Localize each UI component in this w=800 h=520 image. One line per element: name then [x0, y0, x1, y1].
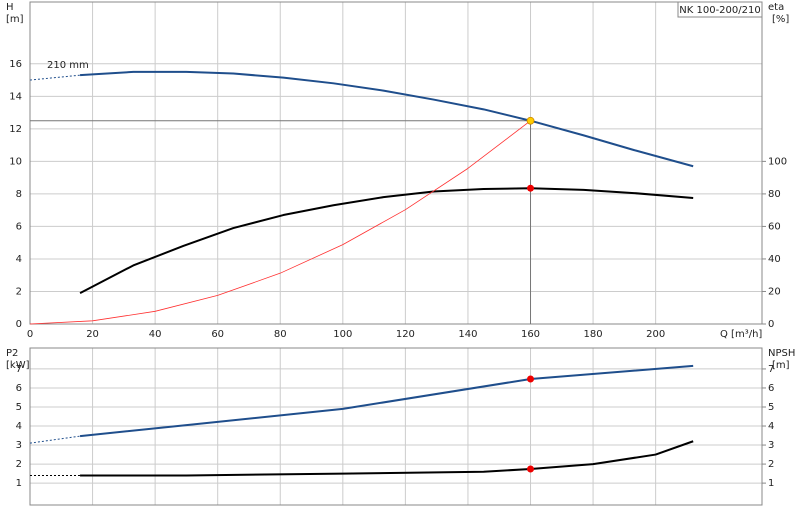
y2-tick-label: 100	[768, 156, 787, 167]
y-tick-label: 14	[9, 91, 22, 102]
y-tick-label: 6	[16, 383, 22, 394]
plot-border	[29, 347, 763, 506]
y2-axis-label: NPSH	[768, 348, 795, 359]
operating-point	[526, 116, 535, 125]
plot-frame	[29, 1, 763, 325]
series-line	[29, 74, 81, 81]
operating-point	[527, 375, 535, 383]
x-tick-label: 180	[584, 329, 603, 340]
x-axis-label: Q [m³/h]	[720, 329, 762, 340]
x-tick-label: 100	[333, 329, 352, 340]
y2-tick-label: 6	[768, 383, 774, 394]
y-axis-label: H	[6, 2, 14, 13]
y-tick-label: 7	[16, 364, 22, 375]
y-tick-label: 16	[9, 59, 22, 70]
y-tick-label: 2	[16, 286, 22, 297]
x-tick-label: 200	[646, 329, 665, 340]
y2-tick-label: 4	[768, 421, 774, 432]
y2-axis-unit: [%]	[772, 14, 789, 25]
y-tick-label: 4	[16, 421, 22, 432]
y-tick-label: 5	[16, 402, 22, 413]
y-tick-label: 0	[16, 319, 22, 330]
x-tick-label: 60	[211, 329, 224, 340]
x-tick-label: 160	[521, 329, 540, 340]
y-tick-label: 1	[16, 478, 22, 489]
y2-tick-label: 60	[768, 221, 781, 232]
series-line	[29, 435, 81, 444]
y2-tick-label: 7	[768, 364, 774, 375]
y2-tick-label: 40	[768, 254, 781, 265]
series-line	[79, 187, 694, 294]
x-tick-label: 0	[27, 329, 33, 340]
x-tick-label: 120	[396, 329, 415, 340]
series-line	[79, 364, 694, 438]
y-tick-label: 2	[16, 459, 22, 470]
y-axis-unit: [m]	[6, 14, 24, 25]
y2-tick-label: 2	[768, 459, 774, 470]
x-tick-label: 20	[86, 329, 99, 340]
y2-tick-label: 5	[768, 402, 774, 413]
series-line	[80, 440, 694, 477]
y-axis-unit: [kW]	[6, 360, 30, 371]
y-axis-label: P2	[6, 348, 18, 359]
y-tick-label: 3	[16, 440, 22, 451]
operating-point	[527, 465, 535, 473]
y-tick-label: 4	[16, 254, 22, 265]
y2-tick-label: 3	[768, 440, 774, 451]
y2-tick-label: 1	[768, 478, 774, 489]
x-tick-label: 40	[149, 329, 162, 340]
plot-border	[29, 1, 763, 325]
y-tick-label: 6	[16, 221, 22, 232]
series-line	[79, 70, 694, 168]
y2-tick-label: 80	[768, 189, 781, 200]
series-line	[29, 120, 531, 325]
x-tick-label: 140	[458, 329, 477, 340]
y2-axis-label: eta	[768, 2, 784, 13]
y-tick-label: 10	[9, 156, 22, 167]
y2-axis-unit: [m]	[772, 360, 790, 371]
x-tick-label: 80	[274, 329, 287, 340]
title-box	[677, 1, 763, 18]
y2-tick-label: 0	[768, 319, 774, 330]
y-tick-label: 12	[9, 124, 22, 135]
curve-annotation: 210 mm	[47, 60, 89, 71]
y2-tick-label: 20	[768, 286, 781, 297]
chart-title: NK 100-200/210	[679, 5, 760, 16]
y-tick-label: 8	[16, 189, 22, 200]
operating-point	[527, 184, 535, 192]
